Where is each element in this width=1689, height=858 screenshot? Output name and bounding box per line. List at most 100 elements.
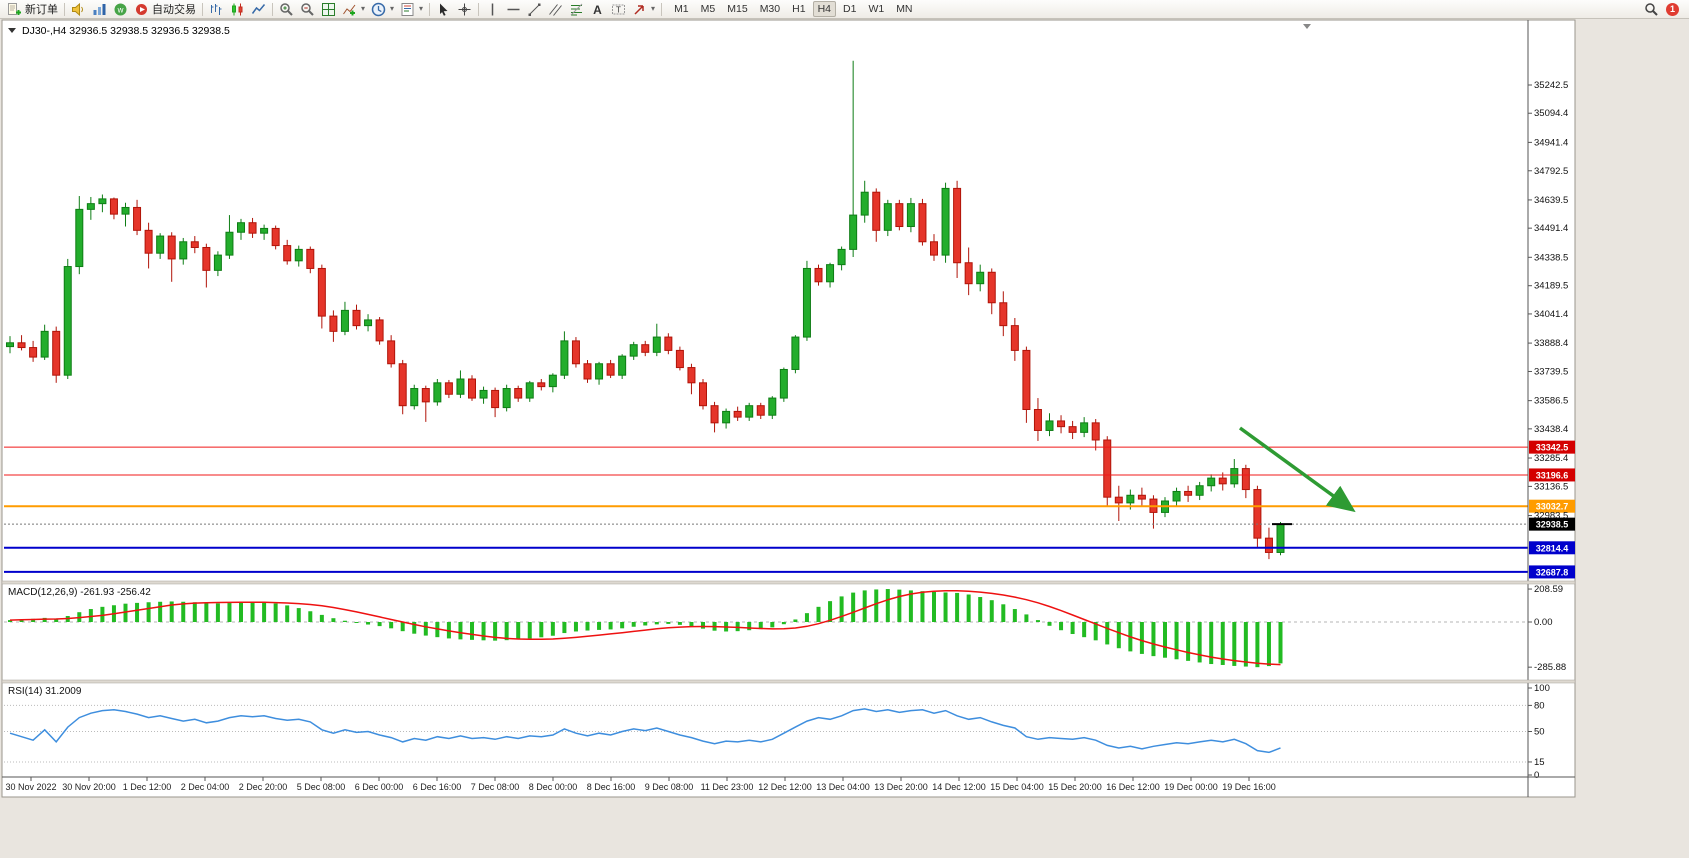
candle-chart-mode-button[interactable] bbox=[227, 0, 248, 19]
text-tool-button[interactable]: A bbox=[587, 0, 608, 19]
label-tool-button[interactable]: T bbox=[608, 0, 629, 19]
svg-text:19 Dec 16:00: 19 Dec 16:00 bbox=[1222, 782, 1276, 792]
svg-text:2 Dec 20:00: 2 Dec 20:00 bbox=[239, 782, 288, 792]
sound-icon bbox=[72, 2, 83, 16]
crosshair-tool-button[interactable] bbox=[454, 0, 475, 19]
timeframe-m1-button[interactable]: M1 bbox=[674, 3, 689, 15]
svg-text:33739.5: 33739.5 bbox=[1534, 366, 1568, 377]
horizontal-line-icon bbox=[507, 8, 520, 10]
macd-indicator bbox=[4, 589, 1528, 668]
rsi-label: RSI(14) 31.2009 bbox=[8, 686, 82, 697]
toolbar-separator bbox=[272, 2, 273, 16]
new-order-button[interactable]: 新订单 bbox=[4, 0, 61, 19]
timeframe-d1-button[interactable]: D1 bbox=[843, 3, 857, 15]
timeframe-w1-button[interactable]: W1 bbox=[868, 3, 885, 15]
svg-text:16 Dec 12:00: 16 Dec 12:00 bbox=[1106, 782, 1160, 792]
tile-windows-icon bbox=[322, 2, 335, 16]
chart-window-background bbox=[1, 19, 1576, 798]
toolbar-separator bbox=[661, 2, 663, 16]
candlestick-series bbox=[6, 60, 1285, 560]
zoom-out-button[interactable] bbox=[297, 0, 318, 19]
svg-text:32983.5: 32983.5 bbox=[1534, 511, 1568, 522]
symbol-dropdown-icon[interactable] bbox=[8, 28, 16, 33]
svg-text:11 Dec 23:00: 11 Dec 23:00 bbox=[701, 782, 754, 792]
new-order-icon bbox=[8, 2, 21, 15]
zoom-in-icon bbox=[280, 2, 293, 16]
auto-trading-button[interactable]: 自动交易 bbox=[131, 0, 199, 19]
template-icon bbox=[401, 2, 414, 16]
cursor-icon bbox=[440, 3, 448, 16]
templates-button[interactable]: ▾ bbox=[397, 0, 426, 19]
timeframe-h4-button[interactable]: H4 bbox=[812, 1, 836, 17]
notification-badge[interactable]: 1 bbox=[1666, 2, 1679, 16]
pane-splitter[interactable] bbox=[1, 679, 1576, 684]
channel-tool-button[interactable] bbox=[545, 0, 566, 19]
svg-text:33438.4: 33438.4 bbox=[1534, 424, 1568, 435]
svg-text:33285.4: 33285.4 bbox=[1534, 453, 1568, 464]
timeframe-mn-button[interactable]: MN bbox=[896, 3, 913, 15]
tile-windows-button[interactable] bbox=[318, 0, 339, 19]
bar-chart-icon bbox=[211, 3, 222, 15]
arrows-tool-button[interactable]: ▾ bbox=[629, 0, 658, 19]
svg-text:5 Dec 08:00: 5 Dec 08:00 bbox=[297, 782, 346, 792]
svg-text:6 Dec 16:00: 6 Dec 16:00 bbox=[413, 782, 462, 792]
zoom-in-button[interactable] bbox=[276, 0, 297, 19]
vertical-line-tool-button[interactable] bbox=[482, 0, 503, 19]
indicators-button[interactable]: ▾ bbox=[339, 0, 368, 19]
pane-splitter[interactable] bbox=[1, 580, 1576, 585]
svg-text:19 Dec 00:00: 19 Dec 00:00 bbox=[1164, 782, 1218, 792]
timeframe-m5-button[interactable]: M5 bbox=[700, 3, 716, 15]
timeframe-h1-button[interactable]: H1 bbox=[792, 3, 806, 15]
svg-text:33888.4: 33888.4 bbox=[1534, 338, 1568, 349]
svg-text:6 Dec 00:00: 6 Dec 00:00 bbox=[355, 782, 404, 792]
sound-button[interactable] bbox=[68, 0, 89, 19]
periods-button[interactable]: ▾ bbox=[368, 0, 397, 19]
community-button[interactable]: w bbox=[110, 0, 131, 19]
svg-text:33136.5: 33136.5 bbox=[1534, 481, 1568, 492]
svg-text:33032.7: 33032.7 bbox=[1536, 502, 1569, 512]
market-depth-icon bbox=[93, 3, 106, 15]
zoom-out-icon bbox=[301, 2, 314, 16]
market-depth-button[interactable] bbox=[89, 0, 110, 19]
chart-title: DJ30-,H4 32936.5 32938.5 32936.5 32938.5 bbox=[22, 25, 230, 37]
svg-text:35094.4: 35094.4 bbox=[1534, 108, 1568, 119]
macd-label: MACD(12,26,9) -261.93 -256.42 bbox=[8, 587, 151, 598]
line-chart-mode-button[interactable] bbox=[248, 0, 269, 19]
horizontal-line-tool-button[interactable] bbox=[503, 0, 524, 19]
timeframe-m30-button[interactable]: M30 bbox=[759, 3, 781, 15]
svg-text:0: 0 bbox=[1534, 770, 1539, 781]
time-axis[interactable]: 30 Nov 2022 30 Nov 20:00 1 Dec 12:00 2 Dec … bbox=[2, 776, 1575, 792]
svg-text:50: 50 bbox=[1534, 727, 1545, 738]
timeframe-group: M1 M5 M15 M30 H1 H4 D1 W1 MN bbox=[669, 1, 917, 17]
auto-trading-icon bbox=[136, 3, 147, 15]
svg-text:A: A bbox=[593, 3, 602, 17]
timeframe-m15-button[interactable]: M15 bbox=[727, 3, 748, 15]
svg-text:32938.5: 32938.5 bbox=[1536, 520, 1569, 530]
svg-text:13 Dec 04:00: 13 Dec 04:00 bbox=[816, 782, 870, 792]
chart-shift-marker[interactable] bbox=[1303, 24, 1311, 29]
auto-trading-label: 自动交易 bbox=[152, 4, 196, 16]
chevron-down-icon: ▾ bbox=[390, 4, 395, 13]
svg-text:80: 80 bbox=[1534, 700, 1545, 711]
cursor-tool-button[interactable] bbox=[433, 0, 454, 19]
crosshair-icon bbox=[458, 3, 471, 15]
svg-text:33196.6: 33196.6 bbox=[1536, 470, 1569, 480]
bar-chart-mode-button[interactable] bbox=[206, 0, 227, 19]
toolbar: 新订单 w 自动交易 ▾ ▾ ▾ bbox=[0, 0, 1689, 19]
search-button[interactable] bbox=[1641, 0, 1662, 19]
toolbar-separator bbox=[202, 2, 203, 16]
arrow-annotation[interactable] bbox=[1238, 426, 1356, 513]
svg-text:w: w bbox=[117, 5, 124, 14]
community-icon: w bbox=[114, 3, 127, 15]
rsi-line bbox=[9, 708, 1281, 754]
svg-text:15: 15 bbox=[1534, 757, 1545, 768]
svg-text:34941.4: 34941.4 bbox=[1534, 137, 1568, 148]
svg-text:34041.4: 34041.4 bbox=[1534, 309, 1568, 320]
svg-text:13 Dec 20:00: 13 Dec 20:00 bbox=[874, 782, 928, 792]
trendline-tool-button[interactable] bbox=[524, 0, 545, 19]
fibonacci-tool-button[interactable] bbox=[566, 0, 587, 19]
indicators-icon bbox=[343, 4, 356, 15]
macd-signal-line bbox=[9, 590, 1281, 666]
svg-text:14 Dec 12:00: 14 Dec 12:00 bbox=[932, 782, 986, 792]
